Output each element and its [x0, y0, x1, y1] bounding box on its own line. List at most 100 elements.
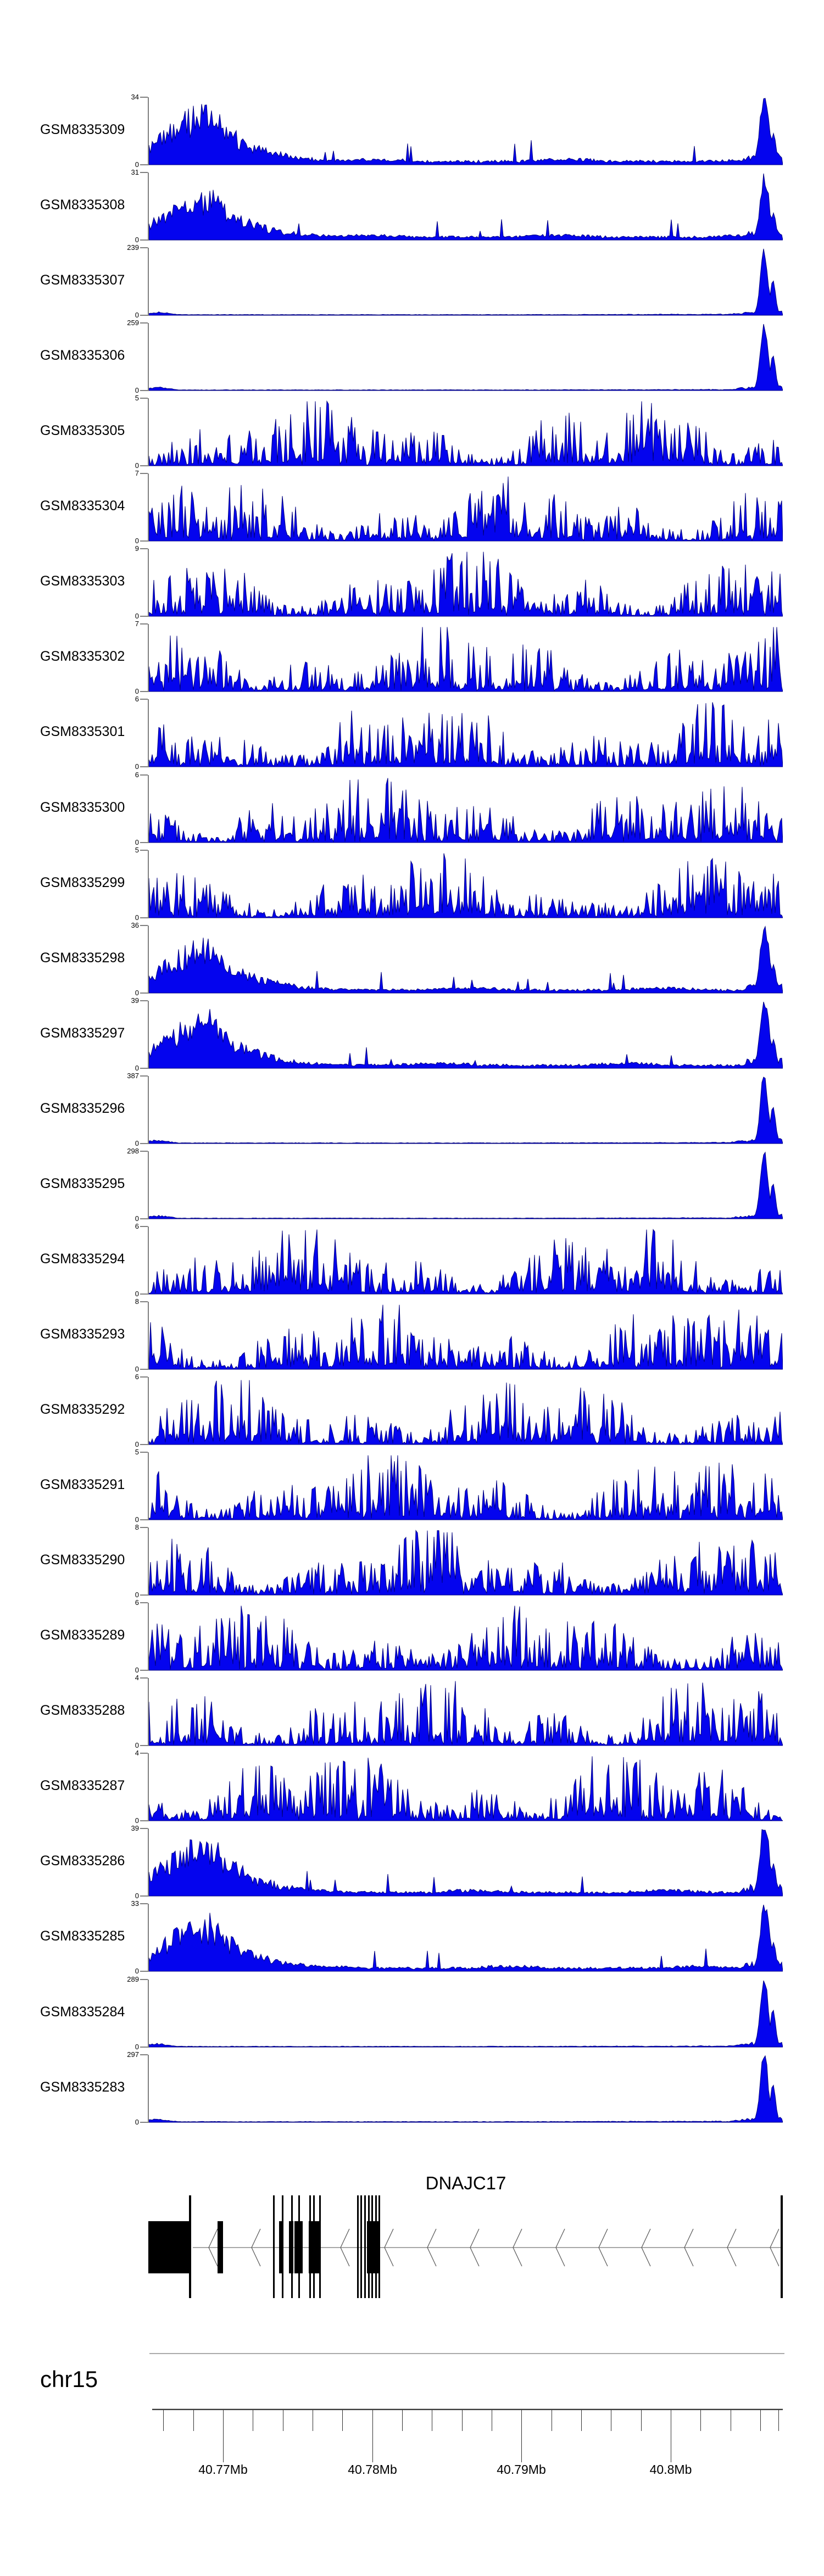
track-y-axis [148, 1226, 149, 1295]
exon-box [367, 2221, 379, 2273]
track-zero-label: 0 [135, 1290, 139, 1298]
exon-tall [273, 2195, 275, 2298]
track-zero-label: 0 [135, 1967, 139, 1975]
coverage-histogram [149, 1151, 783, 1219]
coverage-histogram [149, 1605, 783, 1671]
track-ymax-label: 6 [135, 1373, 139, 1381]
track-y-axis [148, 549, 149, 617]
coverage-histogram [149, 1229, 783, 1295]
coverage-histogram [149, 1530, 783, 1596]
exon-tall [378, 2195, 380, 2298]
coverage-histogram [149, 1304, 783, 1370]
track-label: GSM8335297 [40, 1025, 125, 1041]
ruler-minor-tick [778, 2410, 779, 2431]
track-zero-label: 0 [135, 461, 139, 470]
axis-tick-max [140, 925, 148, 926]
track-y-axis [148, 473, 149, 542]
exon-tall [364, 2195, 366, 2298]
track-row: GSM8335305 5 0 [0, 394, 824, 474]
track-y-axis [148, 1377, 149, 1445]
track-y-axis [148, 398, 149, 466]
track-row: GSM8335285 33 0 [0, 1899, 824, 1980]
axis-tick-max [140, 850, 148, 851]
track-ymax-label: 8 [135, 1297, 139, 1306]
axis-tick-zero [140, 1293, 148, 1295]
track-y-axis [148, 1151, 149, 1219]
strand-arrow-icon [598, 2228, 608, 2267]
exon-tall [357, 2195, 359, 2298]
track-row: GSM8335287 4 0 [0, 1749, 824, 1829]
track-ymax-label: 34 [131, 93, 139, 101]
track-ymax-label: 5 [135, 1448, 139, 1456]
ruler-tick-label: 40.8Mb [649, 2462, 692, 2477]
ruler-tick-label: 40.77Mb [198, 2462, 248, 2477]
ruler-major-tick [521, 2410, 522, 2462]
axis-tick-zero [140, 164, 148, 165]
ruler-line [152, 2409, 783, 2410]
axis-tick-zero [140, 1670, 148, 1671]
strand-arrow-icon [251, 2228, 261, 2267]
track-label: GSM8335298 [40, 950, 125, 966]
track-label: GSM8335309 [40, 122, 125, 137]
axis-tick-zero [140, 1444, 148, 1445]
track-y-axis [148, 248, 149, 316]
track-y-axis [148, 323, 149, 391]
track-ymax-label: 298 [127, 1147, 139, 1155]
axis-tick-max [140, 398, 148, 399]
axis-tick-max [140, 1075, 148, 1077]
track-y-axis [148, 1828, 149, 1897]
track-zero-label: 0 [135, 1139, 139, 1147]
track-zero-label: 0 [135, 386, 139, 394]
track-zero-label: 0 [135, 1515, 139, 1524]
coverage-histogram [149, 551, 783, 617]
axis-tick-zero [140, 1594, 148, 1596]
track-label: GSM8335289 [40, 1627, 125, 1643]
exon-box [279, 2221, 283, 2273]
track-label: GSM8335304 [40, 498, 125, 514]
strand-arrow-icon [470, 2228, 480, 2267]
exon-tall [360, 2195, 362, 2298]
track-row: GSM8335286 39 0 [0, 1824, 824, 1904]
exon-box [289, 2221, 293, 2273]
track-row: GSM8335289 6 0 [0, 1598, 824, 1679]
track-label: GSM8335300 [40, 800, 125, 815]
strand-arrow-icon [555, 2228, 565, 2267]
axis-tick-zero [140, 1068, 148, 1069]
track-ymax-label: 6 [135, 695, 139, 703]
track-label: GSM8335296 [40, 1101, 125, 1116]
track-zero-label: 0 [135, 1440, 139, 1448]
ruler-minor-tick [402, 2410, 403, 2431]
axis-tick-max [140, 1301, 148, 1302]
axis-tick-zero [140, 2122, 148, 2123]
axis-tick-max [140, 2054, 148, 2055]
axis-tick-zero [140, 390, 148, 391]
track-label: GSM8335308 [40, 197, 125, 213]
track-zero-label: 0 [135, 1365, 139, 1373]
track-y-axis [148, 1452, 149, 1520]
track-label: GSM8335291 [40, 1477, 125, 1492]
track-zero-label: 0 [135, 2043, 139, 2051]
track-row: GSM8335295 298 0 [0, 1147, 824, 1227]
ruler-minor-tick [462, 2410, 463, 2431]
track-label: GSM8335285 [40, 1928, 125, 1944]
track-row: GSM8335296 387 0 [0, 1072, 824, 1152]
coverage-histogram [149, 1077, 783, 1144]
track-y-axis [148, 1678, 149, 1746]
track-ymax-label: 5 [135, 394, 139, 402]
axis-tick-zero [140, 1218, 148, 1219]
track-label: GSM8335286 [40, 1853, 125, 1869]
track-row: GSM8335299 5 0 [0, 846, 824, 926]
track-zero-label: 0 [135, 160, 139, 169]
track-ymax-label: 4 [135, 1749, 139, 1757]
axis-tick-zero [140, 315, 148, 316]
axis-tick-max [140, 548, 148, 549]
track-label: GSM8335301 [40, 724, 125, 739]
track-row: GSM8335307 239 0 [0, 243, 824, 324]
track-row: GSM8335294 6 0 [0, 1222, 824, 1302]
strand-arrow-icon [727, 2228, 737, 2267]
track-row: GSM8335302 7 0 [0, 620, 824, 700]
axis-tick-zero [140, 842, 148, 843]
track-y-axis [148, 97, 149, 165]
exon-box [148, 2221, 191, 2273]
track-label: GSM8335294 [40, 1251, 125, 1267]
